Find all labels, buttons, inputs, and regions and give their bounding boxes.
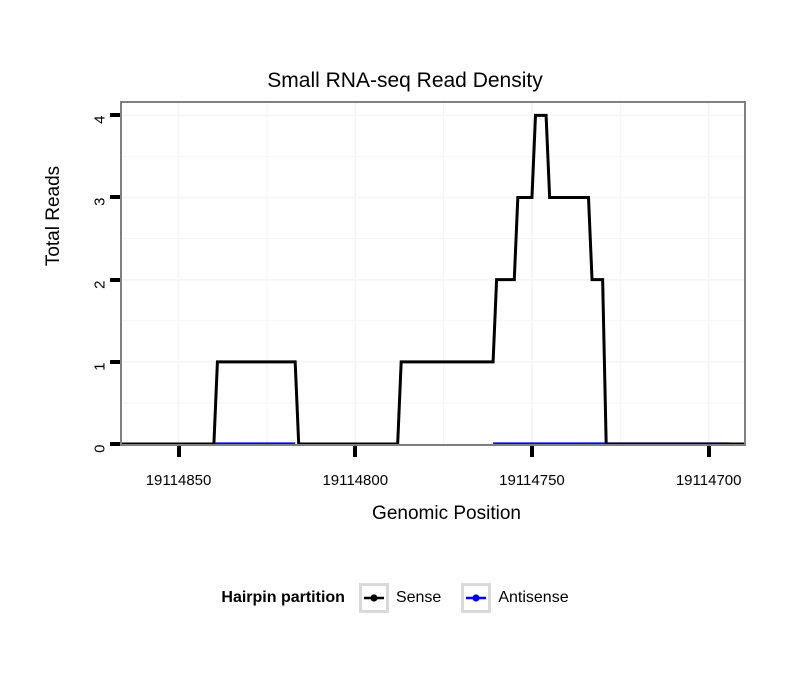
y-tick-label: 1 <box>91 362 109 371</box>
x-tick-label: 19114800 <box>322 472 389 489</box>
data-series-layer <box>122 113 744 444</box>
y-tick-mark <box>110 113 120 118</box>
x-tick-mark <box>706 446 711 457</box>
y-tick-label: 3 <box>91 197 109 207</box>
y-tick-mark <box>110 277 120 282</box>
legend-title: Hairpin partition <box>221 589 345 606</box>
x-axis-title: Genomic Position <box>372 503 521 524</box>
y-tick-label: 0 <box>91 444 109 453</box>
x-tick-mark <box>529 446 534 457</box>
x-tick-label: 19114700 <box>675 472 742 489</box>
legend-item-antisense[interactable]: Antisense <box>461 583 582 613</box>
legend-key-antisense-icon <box>461 583 492 613</box>
legend-label-sense: Sense <box>395 589 442 606</box>
y-tick-mark <box>110 442 120 446</box>
legend-key-sense-icon <box>358 583 389 613</box>
chart-title: Small RNA-seq Read Density <box>267 69 543 92</box>
legend: Hairpin partition Sense Antisense <box>0 583 810 613</box>
x-tick-label: 19114750 <box>499 472 565 489</box>
y-tick-label: 4 <box>91 115 109 125</box>
x-tick-label: 19114850 <box>145 472 212 489</box>
x-tick-mark <box>353 446 358 457</box>
y-tick-label: 2 <box>91 280 109 289</box>
legend-item-sense[interactable]: Sense <box>358 583 455 613</box>
x-tick-mark <box>176 446 181 457</box>
legend-label-antisense: Antisense <box>498 589 569 606</box>
series-line-sense <box>122 113 744 444</box>
y-tick-mark <box>110 359 120 364</box>
plot-panel <box>120 101 746 446</box>
y-tick-mark <box>110 195 120 200</box>
plot-area <box>122 103 744 444</box>
y-axis-title: Total Reads <box>43 165 64 267</box>
